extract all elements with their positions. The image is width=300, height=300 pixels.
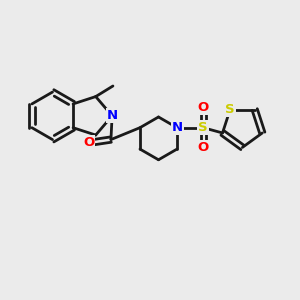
Text: N: N bbox=[172, 121, 183, 134]
Text: S: S bbox=[198, 121, 208, 134]
Text: S: S bbox=[225, 103, 235, 116]
Text: O: O bbox=[198, 101, 209, 114]
Text: O: O bbox=[83, 136, 94, 149]
Text: O: O bbox=[198, 141, 209, 154]
Text: N: N bbox=[106, 109, 118, 122]
